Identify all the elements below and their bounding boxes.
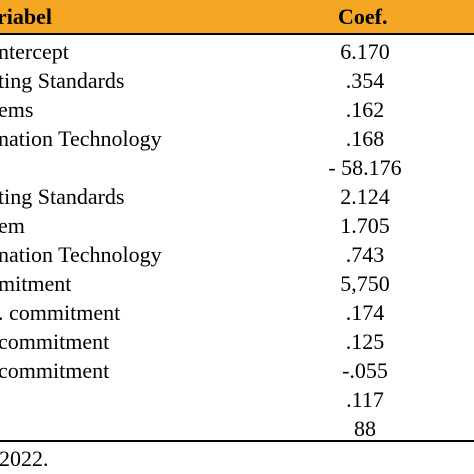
variable-cell: ting Standards [0, 184, 125, 209]
variable-cell: . commitment [0, 300, 121, 325]
table-body: ntercept 6.170 ting Standards .354 ems .… [0, 37, 474, 443]
table-row: ntercept 6.170 [0, 37, 474, 66]
variable-cell: nation Technology [0, 126, 162, 151]
table-header: riabel Coef. [0, 0, 474, 34]
variable-cell: ting Standards [0, 68, 125, 93]
table-row: ting Standards 2.124 [0, 182, 474, 211]
table-row: nation Technology .168 [0, 124, 474, 153]
table-top-rule [0, 33, 474, 35]
coef-cell: 88 [354, 416, 376, 441]
coef-cell: .125 [345, 329, 385, 354]
source-note: 2022. [0, 446, 49, 471]
variable-cell: nation Technology [0, 242, 162, 267]
variable-cell: em [0, 213, 25, 238]
coef-cell: 1.705 [340, 213, 390, 238]
variable-cell: mitment [0, 271, 72, 296]
coef-cell: .354 [345, 68, 385, 93]
table-bottom-rule [0, 440, 474, 442]
variable-cell: commitment [0, 358, 110, 383]
table-row: mitment 5,750 [0, 269, 474, 298]
header-variable: riabel [0, 4, 52, 29]
table-row: commitment .125 [0, 327, 474, 356]
table-row: . commitment .174 [0, 298, 474, 327]
header-coef: Coef. [338, 4, 388, 29]
table-row: ems .162 [0, 95, 474, 124]
table-row: - 58.176 [0, 153, 474, 182]
variable-cell: commitment [0, 329, 110, 354]
coef-cell: .168 [345, 126, 385, 151]
variable-cell: ntercept [0, 39, 69, 64]
coef-cell: .162 [345, 97, 385, 122]
table-row: .117 [0, 385, 474, 414]
table-row: 88 [0, 414, 474, 443]
coef-cell: .117 [346, 387, 384, 412]
coef-cell: .743 [345, 242, 385, 267]
coef-cell: 5,750 [340, 271, 390, 296]
coef-cell: 6.170 [340, 39, 390, 64]
table-row: commitment -.055 [0, 356, 474, 385]
table-row: em 1.705 [0, 211, 474, 240]
coef-cell: - 58.176 [328, 155, 402, 180]
coef-cell: .174 [345, 300, 385, 325]
coef-cell: -.055 [342, 358, 388, 383]
table-row: ting Standards .354 [0, 66, 474, 95]
table-row: nation Technology .743 [0, 240, 474, 269]
variable-cell: ems [0, 97, 34, 122]
coef-cell: 2.124 [340, 184, 390, 209]
